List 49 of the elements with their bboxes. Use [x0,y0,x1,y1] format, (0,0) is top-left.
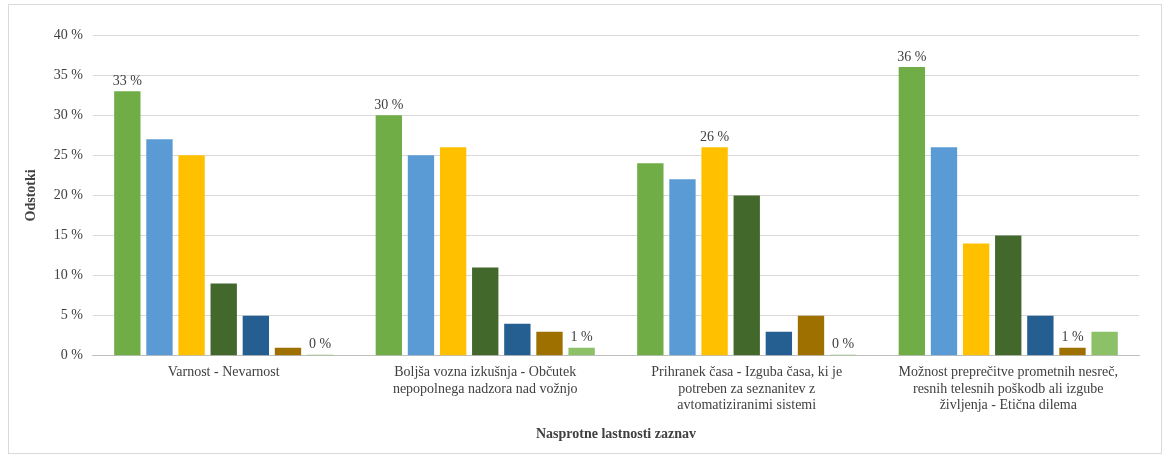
y-tick-label: 5 % [60,307,84,323]
data-label: 33 % [112,72,143,88]
data-label: 36 % [897,48,927,64]
bar [146,139,173,356]
y-tick-label: 15 % [53,227,84,243]
data-label: 1 % [570,329,594,345]
bar [930,147,958,356]
y-tick-label: 30 % [53,106,84,122]
bar [114,91,141,356]
bar [178,155,205,356]
bar [472,267,499,356]
bar [407,155,435,356]
data-label: 26 % [700,128,730,144]
bar [765,331,793,356]
y-tick-label: 35 % [53,66,84,82]
bar [733,195,760,356]
y-tick-label: 40 % [53,26,84,42]
bar [242,315,270,356]
bar [1091,331,1118,356]
bar [797,315,825,356]
bar [1059,347,1086,356]
bar [962,243,990,356]
y-tick-label: 25 % [53,146,84,162]
bar [375,115,403,356]
bar [637,163,664,356]
y-tick-label: 10 % [53,267,84,283]
bar [1027,315,1054,356]
y-tick-label: 0 % [60,347,84,363]
data-label: 0 % [832,336,855,352]
data-label: 0 % [309,336,332,352]
bar [995,235,1022,356]
data-label: 30 % [374,96,404,112]
bar [274,347,302,356]
bar [536,331,563,356]
y-axis-title: Odstotki [23,169,39,222]
x-tick-label: Varnost - Nevarnost [167,363,280,379]
bar [568,347,595,356]
bar [439,147,467,356]
x-axis-title: Nasprotne lastnosti zaznav [536,426,696,442]
bar [701,147,728,356]
bar [210,283,237,356]
data-label: 1 % [1061,329,1084,345]
x-tick-label: Prihranek časa - Izguba časa, ki je potreben za seznanitev z avtomatiziranimi sistemi [651,363,843,413]
bar [898,67,926,356]
y-tick-label: 20 % [53,187,84,203]
x-tick-label: Boljša vozna izkušnja - Občutek nepopolnega nadzora nad vožnjo [392,363,578,396]
bar [669,179,696,356]
x-tick-label: Možnost preprečitve prometnih nesreč, resnih telesnih poškodb ali izgube življenja - Etična dilema [898,363,1118,413]
bar [504,323,531,356]
